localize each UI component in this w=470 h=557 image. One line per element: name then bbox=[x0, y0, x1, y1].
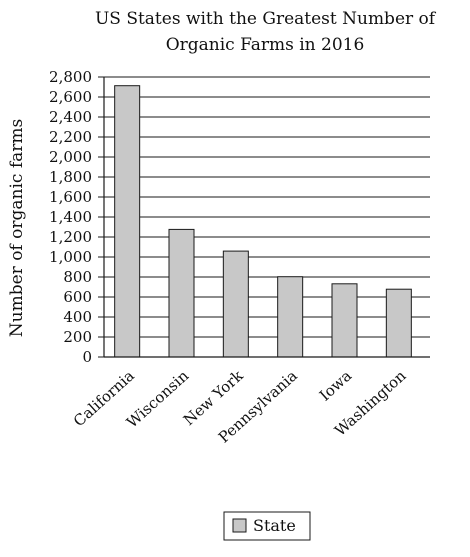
y-tick-label: 2,800 bbox=[49, 68, 92, 86]
y-tick-labels: 0 200 400 600 800 1,000 1,200 1,400 1,600 1,800 2,… bbox=[49, 68, 104, 366]
bar bbox=[331, 283, 358, 358]
y-tick-label: 400 bbox=[63, 308, 92, 326]
y-tick-label: 600 bbox=[63, 288, 92, 306]
legend: State bbox=[223, 511, 311, 541]
y-tick-label: 1,800 bbox=[49, 168, 92, 186]
bars bbox=[114, 85, 412, 358]
y-tick-label: 200 bbox=[63, 328, 92, 346]
chart-title-line-2: Organic Farms in 2016 bbox=[166, 35, 365, 55]
grid-lines bbox=[104, 76, 430, 358]
chart-title-line-1: US States with the Greatest Number of bbox=[95, 9, 437, 29]
legend-swatch bbox=[232, 518, 247, 533]
axes bbox=[103, 77, 430, 358]
y-tick-label: 0 bbox=[82, 348, 92, 366]
y-tick-label: 1,400 bbox=[49, 208, 92, 226]
y-tick-label: 2,200 bbox=[49, 128, 92, 146]
y-axis-label: Number of organic farms bbox=[7, 119, 27, 337]
y-tick-label: 2,600 bbox=[49, 88, 92, 106]
bar bbox=[222, 250, 249, 358]
y-tick-label: 2,400 bbox=[49, 108, 92, 126]
y-tick-label: 1,200 bbox=[49, 228, 92, 246]
bar bbox=[277, 276, 304, 358]
bar bbox=[168, 228, 195, 358]
y-tick-label: 2,000 bbox=[49, 148, 92, 166]
chart-title: US States with the Greatest Number of Or… bbox=[95, 9, 437, 55]
bar bbox=[385, 288, 412, 358]
x-tick-label: Iowa bbox=[316, 367, 355, 405]
bar bbox=[114, 85, 141, 358]
legend-label: State bbox=[253, 516, 296, 535]
y-tick-label: 1,000 bbox=[49, 248, 92, 266]
y-tick-label: 1,600 bbox=[49, 188, 92, 206]
y-tick-label: 800 bbox=[63, 268, 92, 286]
